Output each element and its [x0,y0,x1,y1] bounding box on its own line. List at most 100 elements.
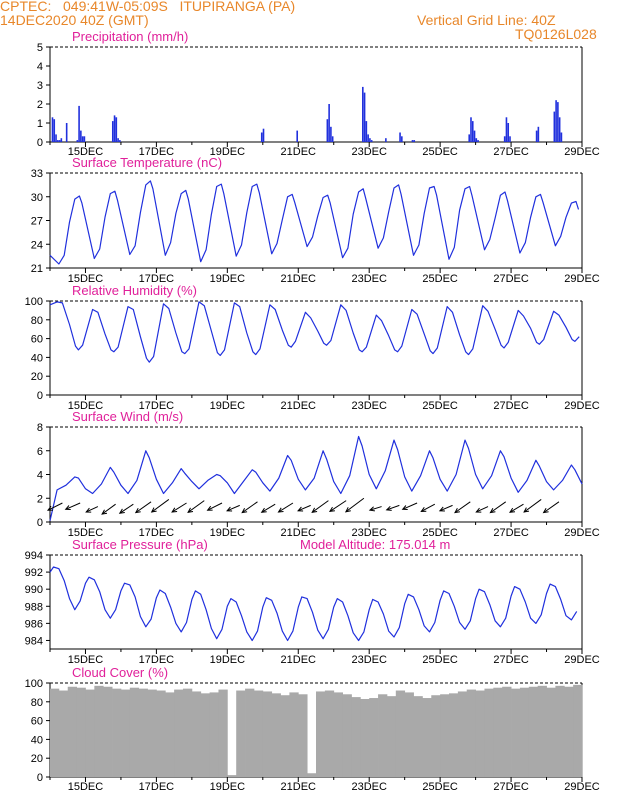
cloud-bar [342,694,352,777]
cloud-bar [200,693,210,777]
wind-arrow-shaft [509,503,524,513]
temp-title: Surface Temperature (nC) [72,155,222,170]
wind-arrow-head [454,507,460,514]
wind-arrow-shaft [241,501,258,514]
wind-arrow-shaft [402,502,418,510]
wind-arrow-shaft [523,499,542,513]
rh-xtick-label: 23DEC [351,400,387,412]
wind-arrow-head [344,507,351,513]
precip-bar [326,119,329,142]
temp-ytick-label: 21 [31,263,43,275]
cloud-bar [227,775,237,777]
wind-arrow [46,502,63,511]
precip-bar [331,136,334,142]
cloud-bar [493,687,503,777]
cloud-bar [245,688,255,777]
cloud-bar [50,688,60,777]
cloud-bar [369,698,379,777]
wind-arrow-head [509,507,516,513]
cloud-bar [289,692,299,777]
pressure-title: Surface Pressure (hPa) [72,537,208,552]
wind-xtick-label: 15DEC [68,527,104,539]
precip-bar [385,138,387,142]
wind-arrow-head [85,507,92,513]
rh-xtick-label: 27DEC [493,400,529,412]
cloud-bar [191,691,202,777]
cloud-bar [466,689,476,777]
wind-arrow-shaft [543,501,560,514]
wind-arrow-shaft [85,506,99,513]
wind-arrow-head [277,507,284,513]
wind-ytick-label: 4 [37,470,43,482]
wind-arrow [297,504,311,512]
precip-bar [473,130,476,142]
precip-xtick-label: 25DEC [422,146,458,158]
precip-bar [369,138,371,142]
cloud-bar [449,693,459,777]
wind-arrow-shaft [311,500,329,513]
temp-xtick-label: 23DEC [351,273,387,285]
pressure-ytick-label: 984 [25,635,43,647]
precip-bar [83,136,86,142]
wind-arrow-head [134,507,141,514]
precip-bar [76,140,79,142]
precip-bar [468,134,471,142]
header-date: 14DEC2020 40Z (GMT) [0,12,149,28]
cloud-ytick-label: 40 [31,734,43,746]
cloud-bar [422,698,432,777]
wind-arrow [64,502,81,510]
wind-arrow-shaft [207,502,223,511]
cloud-bar [440,694,450,777]
precip-bar [560,132,563,142]
cloud-xtick-label: 19DEC [210,781,246,793]
precip-bar [537,126,540,142]
temp-ytick-label: 30 [31,192,43,204]
precip-bar [57,140,59,142]
precip-bar [507,123,510,142]
precip-bar [260,132,263,142]
wind-arrow-shaft [135,501,152,514]
temp-ytick-label: 33 [31,168,43,180]
pressure-ytick-label: 986 [25,618,43,630]
pressure-xtick-label: 21DEC [281,654,317,666]
cloud-bar [484,688,494,777]
cloud-bar [76,687,86,777]
wind-arrow-shaft [490,501,507,514]
header-code: TQ0126L028 [515,26,597,42]
wind-arrow [101,503,116,515]
cloud-xtick-label: 27DEC [493,781,529,793]
cloud-bar [351,697,361,777]
wind-series-line [49,435,583,521]
cloud-bar [58,690,69,777]
cloud-bar [271,693,281,777]
wind-xtick-label: 19DEC [210,527,246,539]
wind-arrow [542,501,560,514]
pressure-xtick-label: 27DEC [493,654,529,666]
wind-arrow-shaft [278,502,294,513]
precip-ytick-label: 1 [37,118,43,130]
wind-arrow-shaft [476,506,489,513]
precip-bar [411,140,414,142]
wind-arrow-shaft [226,504,240,512]
cloud-xtick-label: 15DEC [68,781,104,793]
rh-ytick-label: 40 [31,352,43,364]
precip-bar [111,121,114,142]
precip-bar [558,117,561,142]
cloud-bar [103,686,113,777]
cloud-panel: 0 20 40 60 80 100 15DEC 17DEC 19DEC 21DEC 23DEC 25D… [25,665,600,793]
wind-arrow-shaft [369,506,382,511]
cloud-bar [94,685,104,777]
cloud-bar [298,694,308,777]
cloud-bar [502,686,512,777]
cloud-bar [165,692,175,777]
rh-ytick-label: 60 [31,334,43,346]
wind-arrow-head [489,507,496,514]
wind-arrow [454,501,471,514]
precip-bar [470,117,472,142]
precip-bar [65,123,68,142]
wind-arrow [187,500,205,513]
precip-xtick-label: 21DEC [281,146,317,158]
rh-ytick-label: 80 [31,315,43,327]
precip-bar [367,134,369,142]
precip-bar [53,119,56,142]
